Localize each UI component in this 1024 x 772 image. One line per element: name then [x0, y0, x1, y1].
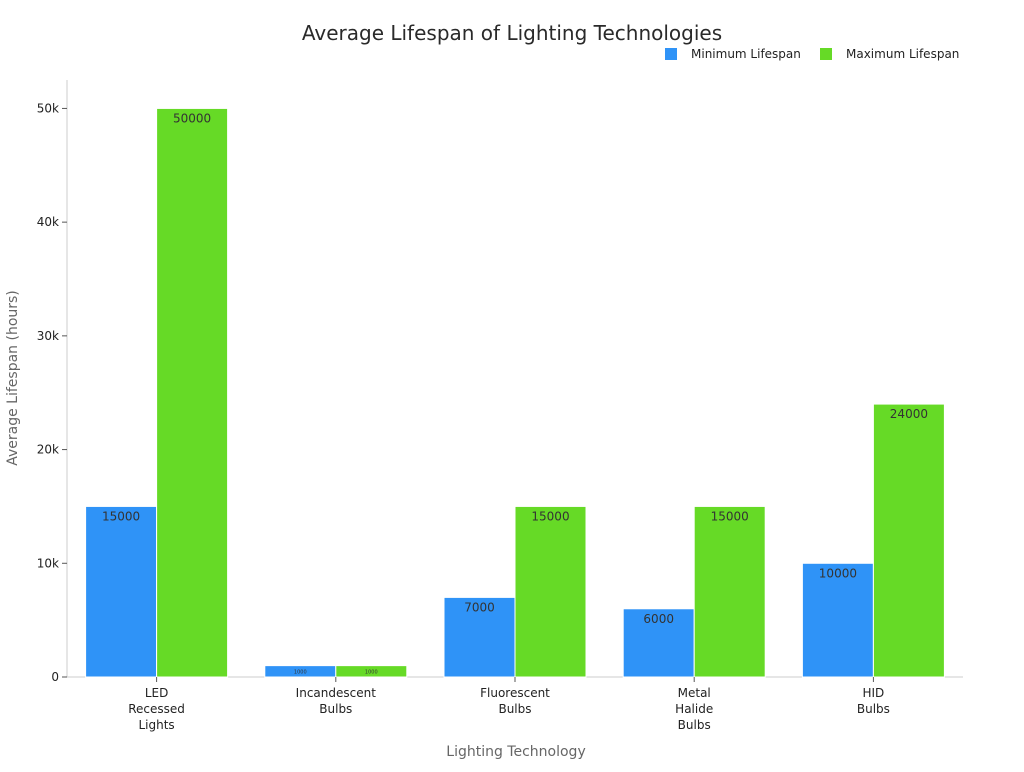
bar: [872, 403, 945, 678]
bar: [156, 107, 229, 678]
legend: Minimum Lifespan Maximum Lifespan: [665, 47, 959, 61]
y-tick-label: 50k: [37, 101, 59, 115]
y-tick-label: 40k: [37, 215, 59, 229]
bar-value-label: 24000: [890, 407, 928, 421]
bar-value-label: 10000: [819, 566, 857, 580]
x-tick-label: LED Recessed Lights: [128, 686, 185, 732]
legend-swatch: [665, 48, 677, 60]
bar: [85, 505, 158, 678]
bar: [443, 596, 516, 678]
bar: [801, 562, 874, 678]
legend-swatch: [820, 48, 832, 60]
bar: [335, 665, 408, 678]
bar-value-label: 15000: [102, 509, 140, 523]
bar-value-label: 1000: [294, 669, 307, 675]
bar-value-label: 50000: [173, 111, 211, 125]
legend-label: Minimum Lifespan: [691, 47, 801, 61]
x-tick-label: Metal Halide Bulbs: [675, 686, 713, 732]
chart-title: Average Lifespan of Lighting Technologie…: [302, 21, 722, 45]
bar: [514, 505, 587, 678]
bar-value-label: 6000: [643, 612, 674, 626]
bar-value-label: 1000: [365, 669, 378, 675]
y-tick-label: 20k: [37, 443, 59, 457]
x-tick-label: HID Bulbs: [857, 686, 890, 716]
y-tick-label: 30k: [37, 329, 59, 343]
x-tick-label: Fluorescent Bulbs: [480, 686, 550, 716]
x-axis-title: Lighting Technology: [446, 744, 585, 760]
bar: [622, 608, 695, 678]
legend-label: Maximum Lifespan: [846, 47, 959, 61]
bar-value-label: 15000: [531, 509, 569, 523]
x-tick-label: Incandescent Bulbs: [296, 686, 377, 716]
plot-area: 0 10k 20k 30k 40k 50k 15000 50000 LED Recessed Lig…: [37, 80, 963, 732]
y-tick-label: 0: [51, 670, 59, 684]
bar: [693, 505, 766, 678]
bar-value-label: 7000: [464, 600, 495, 614]
y-tick-label: 10k: [37, 556, 59, 570]
bar-value-label: 15000: [711, 509, 749, 523]
y-axis-title: Average Lifespan (hours): [5, 290, 21, 466]
